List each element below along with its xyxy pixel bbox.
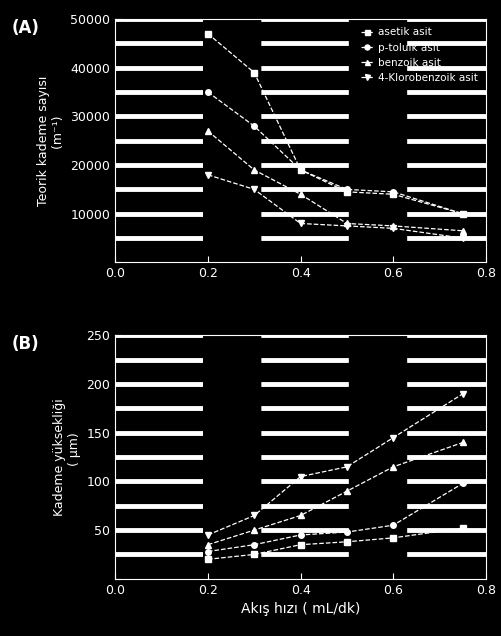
Y-axis label: Teorik kademe sayısı
    (m⁻¹): Teorik kademe sayısı (m⁻¹) bbox=[37, 76, 65, 206]
asetik asit bbox=[205, 30, 211, 38]
p-toluik asit bbox=[390, 188, 396, 196]
p-toluik asit bbox=[298, 166, 304, 174]
Text: (A): (A) bbox=[12, 19, 39, 37]
benzoik asit bbox=[205, 541, 211, 548]
p-toluik asit bbox=[390, 522, 396, 529]
4-Klorobenzoik asit bbox=[251, 186, 258, 193]
benzoik asit bbox=[298, 190, 304, 198]
asetik asit bbox=[390, 534, 396, 542]
Line: 4-Klorobenzoik asit: 4-Klorobenzoik asit bbox=[205, 172, 465, 241]
benzoik asit bbox=[251, 166, 258, 174]
Line: p-toluik asit: p-toluik asit bbox=[205, 89, 465, 216]
asetik asit bbox=[298, 541, 304, 548]
benzoik asit bbox=[205, 127, 211, 135]
benzoik asit bbox=[344, 487, 350, 495]
Line: benzoik asit: benzoik asit bbox=[205, 439, 465, 548]
benzoik asit bbox=[251, 526, 258, 534]
p-toluik asit bbox=[344, 186, 350, 193]
p-toluik asit bbox=[460, 210, 466, 218]
asetik asit bbox=[390, 190, 396, 198]
benzoik asit bbox=[390, 222, 396, 230]
asetik asit bbox=[251, 551, 258, 558]
4-Klorobenzoik asit bbox=[251, 512, 258, 520]
p-toluik asit bbox=[205, 548, 211, 555]
4-Klorobenzoik asit bbox=[298, 473, 304, 480]
p-toluik asit bbox=[205, 88, 211, 96]
4-Klorobenzoik asit bbox=[205, 171, 211, 179]
asetik asit bbox=[344, 188, 350, 196]
benzoik asit bbox=[460, 227, 466, 235]
Y-axis label: Kademe yüksekliği
    ( μm): Kademe yüksekliği ( μm) bbox=[53, 398, 81, 516]
asetik asit bbox=[460, 210, 466, 218]
p-toluik asit bbox=[251, 541, 258, 548]
X-axis label: Akış hızı ( mL/dk): Akış hızı ( mL/dk) bbox=[241, 602, 360, 616]
Line: asetik asit: asetik asit bbox=[205, 31, 465, 216]
4-Klorobenzoik asit bbox=[390, 434, 396, 441]
p-toluik asit bbox=[344, 529, 350, 536]
Line: asetik asit: asetik asit bbox=[205, 525, 465, 562]
4-Klorobenzoik asit bbox=[205, 531, 211, 539]
p-toluik asit bbox=[251, 122, 258, 130]
4-Klorobenzoik asit bbox=[344, 463, 350, 471]
4-Klorobenzoik asit bbox=[460, 234, 466, 242]
Line: 4-Klorobenzoik asit: 4-Klorobenzoik asit bbox=[205, 391, 465, 537]
p-toluik asit bbox=[298, 531, 304, 539]
benzoik asit bbox=[298, 512, 304, 520]
benzoik asit bbox=[390, 463, 396, 471]
asetik asit bbox=[298, 166, 304, 174]
benzoik asit bbox=[344, 219, 350, 227]
Line: benzoik asit: benzoik asit bbox=[205, 128, 465, 233]
Text: (B): (B) bbox=[12, 335, 39, 354]
benzoik asit bbox=[460, 439, 466, 446]
asetik asit bbox=[344, 538, 350, 546]
Legend: asetik asit, p-toluik asit, benzoik asit, 4-Klorobenzoik asit: asetik asit, p-toluik asit, benzoik asit… bbox=[358, 24, 481, 86]
4-Klorobenzoik asit bbox=[344, 222, 350, 230]
asetik asit bbox=[251, 69, 258, 76]
p-toluik asit bbox=[460, 480, 466, 487]
4-Klorobenzoik asit bbox=[298, 219, 304, 227]
4-Klorobenzoik asit bbox=[390, 225, 396, 232]
asetik asit bbox=[205, 555, 211, 563]
Line: p-toluik asit: p-toluik asit bbox=[205, 481, 465, 555]
4-Klorobenzoik asit bbox=[460, 390, 466, 398]
asetik asit bbox=[460, 524, 466, 532]
